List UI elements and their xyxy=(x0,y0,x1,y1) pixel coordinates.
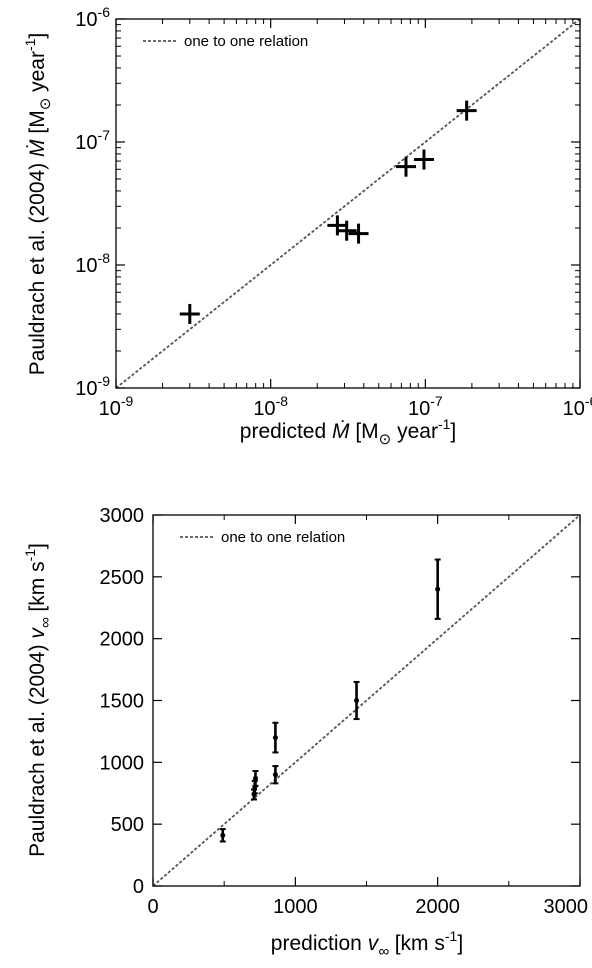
bottom-y-tick-label: 1000 xyxy=(100,752,145,774)
top-y-tick-label: 10-7 xyxy=(75,127,110,154)
bottom-x-tick-label: 0 xyxy=(147,896,158,918)
top-one-to-one-line xyxy=(115,18,581,389)
top-x-tick-label: 10-6 xyxy=(563,393,592,420)
top-y-axis-label: Pauldrach et al. (2004) Ṁ [M⊙ year-1] xyxy=(22,33,54,376)
top-data-point xyxy=(413,149,434,170)
bottom-one-to-one-line xyxy=(152,514,581,887)
bottom-x-axis-label: prediction v∞ [km s-1] xyxy=(271,928,463,960)
top-data-point xyxy=(396,156,417,177)
bottom-data-point xyxy=(434,558,441,620)
top-data-point xyxy=(348,223,369,244)
bottom-y-tick-label: 2500 xyxy=(100,567,145,589)
bottom-y-tick-label: 3000 xyxy=(100,505,145,527)
bottom-y-tick-label: 2000 xyxy=(100,629,145,651)
top-x-tick-label: 10-9 xyxy=(99,393,134,420)
bottom-legend-label: one to one relation xyxy=(221,529,345,546)
bottom-data-point xyxy=(272,765,279,785)
bottom-data-point xyxy=(272,721,279,754)
bottom-y-tick-label: 500 xyxy=(111,814,144,836)
top-data-point xyxy=(336,220,357,241)
top-x-tick-label: 10-8 xyxy=(253,393,288,420)
top-data-point xyxy=(456,100,477,121)
bottom-x-tick-label: 3000 xyxy=(544,896,589,918)
bottom-data-point xyxy=(252,769,259,787)
top-x-axis-label: predicted Ṁ [M⊙ year-1] xyxy=(240,416,456,448)
top-x-tick-label: 10-7 xyxy=(408,393,443,420)
bottom-data-point xyxy=(219,828,226,843)
top-y-tick-label: 10-8 xyxy=(75,250,110,277)
top-y-tick-label: 10-9 xyxy=(75,373,110,400)
top-legend-label: one to one relation xyxy=(184,33,308,50)
bottom-y-tick-label: 1500 xyxy=(100,691,145,713)
top-data-point xyxy=(179,303,200,324)
top-data-point xyxy=(327,215,348,236)
bottom-x-tick-label: 1000 xyxy=(273,896,318,918)
top-y-tick-label: 10-6 xyxy=(75,4,110,31)
bottom-data-point xyxy=(353,680,360,721)
bottom-y-tick-label: 0 xyxy=(133,876,144,898)
bottom-chart: one to one relation 0 1000 2000 3000 0 500 100… xyxy=(22,505,588,960)
top-plot-frame xyxy=(115,18,581,389)
top-chart: one to one relation 10-9 10-8 10-7 10-6 10-9… xyxy=(22,4,592,448)
bottom-y-axis-label: Pauldrach et al. (2004) v∞ [km s-1] xyxy=(22,543,54,857)
bottom-x-tick-label: 2000 xyxy=(415,896,460,918)
